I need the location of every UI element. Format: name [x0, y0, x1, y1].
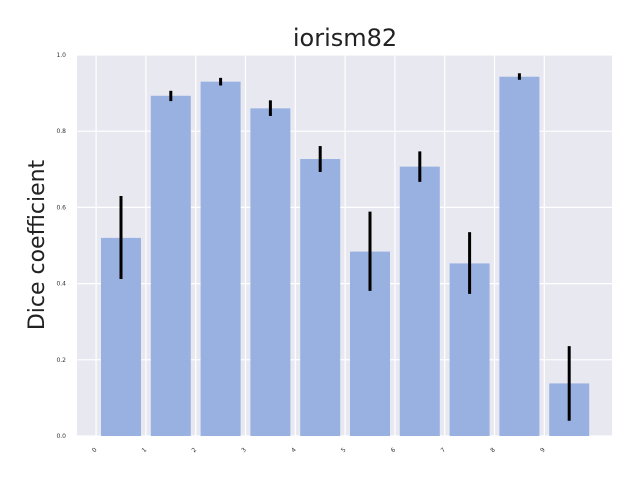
bar	[499, 76, 540, 436]
x-tick-label: 4	[290, 446, 298, 454]
bar	[150, 95, 191, 436]
x-tick-label: 0	[91, 446, 99, 454]
y-tick-label: 0.6	[56, 204, 66, 211]
bar	[300, 159, 341, 436]
error-bars	[119, 73, 571, 421]
bar	[200, 81, 241, 437]
y-tick-label: 1.0	[56, 52, 66, 59]
y-axis-label: Dice coefficient	[25, 159, 50, 330]
x-axis-ticks: 0 1 2 3 4 5 6 7 8 9	[91, 446, 547, 454]
y-tick-label: 0.8	[56, 128, 66, 135]
x-tick-label: 6	[390, 446, 398, 454]
bar	[250, 108, 291, 436]
x-tick-label: 8	[489, 446, 497, 454]
bars	[101, 76, 590, 437]
x-tick-label: 9	[539, 446, 547, 454]
y-axis-ticks: 0.0 0.2 0.4 0.6 0.8 1.0	[56, 52, 66, 440]
bar	[399, 166, 440, 436]
x-tick-label: 2	[190, 446, 198, 454]
chart-title: iorism82	[293, 24, 397, 52]
x-tick-label: 7	[439, 446, 447, 454]
x-tick-label: 1	[141, 446, 149, 454]
y-tick-label: 0.0	[56, 433, 66, 440]
x-tick-label: 5	[340, 446, 348, 454]
y-tick-label: 0.2	[56, 357, 66, 364]
x-tick-label: 3	[240, 446, 248, 454]
y-tick-label: 0.4	[56, 281, 66, 288]
